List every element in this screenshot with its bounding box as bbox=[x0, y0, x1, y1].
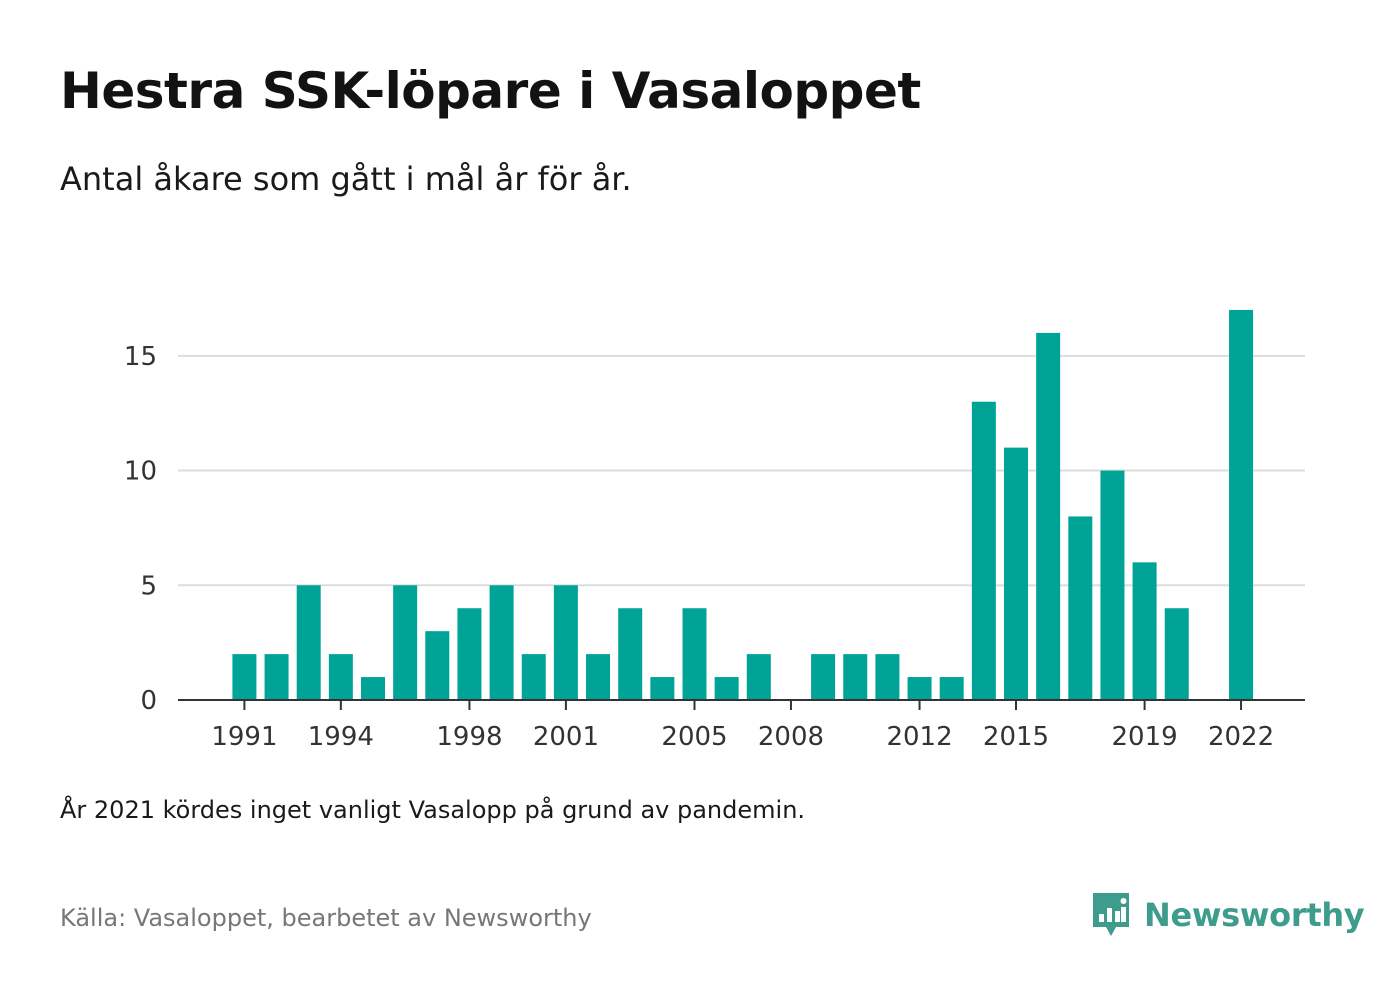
bar-1993 bbox=[296, 585, 321, 700]
bar-1996 bbox=[393, 585, 418, 700]
bar-2002 bbox=[586, 654, 611, 700]
x-tick-label: 1998 bbox=[436, 722, 502, 752]
bar-2001 bbox=[553, 585, 578, 700]
x-tick-label: 2012 bbox=[886, 722, 952, 752]
bar-chart: 0 5 10 15 1991 1994 1998 2001 2005 2008 2012 2015 20… bbox=[124, 309, 1305, 752]
bar-2005 bbox=[682, 608, 707, 700]
bar-2007 bbox=[746, 654, 771, 700]
x-tick-label: 2005 bbox=[661, 722, 727, 752]
bar-2022 bbox=[1229, 309, 1254, 700]
bar-1999 bbox=[489, 585, 514, 700]
y-tick-label: 5 bbox=[140, 571, 157, 601]
bar-2004 bbox=[650, 677, 675, 700]
chart-subtitle: Antal åkare som gått i mål år för år. bbox=[60, 160, 632, 198]
bar-2011 bbox=[875, 654, 900, 700]
bar-2016 bbox=[1036, 332, 1061, 700]
bar-2020 bbox=[1164, 608, 1189, 700]
x-tick-label: 2015 bbox=[983, 722, 1049, 752]
bar-2018 bbox=[1100, 470, 1125, 700]
gridlines bbox=[178, 354, 1305, 587]
bar-2000 bbox=[521, 654, 546, 700]
x-tick-label: 1991 bbox=[211, 722, 277, 752]
bar-1997 bbox=[425, 631, 450, 700]
bar-2003 bbox=[618, 608, 643, 700]
chart-title: Hestra SSK-löpare i Vasaloppet bbox=[60, 62, 921, 120]
brand-name: Newsworthy bbox=[1144, 896, 1365, 934]
axes: 0 5 10 15 1991 1994 1998 2001 2005 2008 2012 2015 20… bbox=[124, 342, 1305, 752]
bar-1998 bbox=[457, 608, 482, 700]
newsworthy-icon bbox=[1093, 893, 1129, 936]
bar-2019 bbox=[1132, 562, 1157, 700]
source-credit: Källa: Vasaloppet, bearbetet av Newswort… bbox=[60, 904, 592, 932]
brand-logo: Newsworthy bbox=[1090, 890, 1365, 940]
x-tick-label: 2008 bbox=[758, 722, 824, 752]
bar-2014 bbox=[971, 401, 996, 700]
bar-2010 bbox=[843, 654, 868, 700]
bar-2013 bbox=[939, 677, 964, 700]
bar-2017 bbox=[1068, 516, 1093, 700]
bar-1992 bbox=[264, 654, 289, 700]
bar-2012 bbox=[907, 677, 932, 700]
bars bbox=[232, 309, 1254, 700]
bar-1995 bbox=[361, 677, 385, 700]
x-tick-label: 1994 bbox=[308, 722, 374, 752]
bar-1991 bbox=[232, 654, 257, 700]
y-tick-label: 15 bbox=[124, 342, 157, 372]
y-tick-label: 0 bbox=[140, 686, 157, 716]
bar-1994 bbox=[328, 654, 353, 700]
bar-2009 bbox=[811, 654, 836, 700]
bar-2006 bbox=[714, 677, 739, 700]
x-tick-label: 2001 bbox=[533, 722, 599, 752]
x-tick-label: 2019 bbox=[1112, 722, 1178, 752]
footnote: År 2021 kördes inget vanligt Vasalopp på… bbox=[60, 796, 806, 824]
bar-2015 bbox=[1004, 447, 1028, 700]
y-tick-label: 10 bbox=[124, 457, 157, 487]
x-tick-label: 2022 bbox=[1208, 722, 1274, 752]
